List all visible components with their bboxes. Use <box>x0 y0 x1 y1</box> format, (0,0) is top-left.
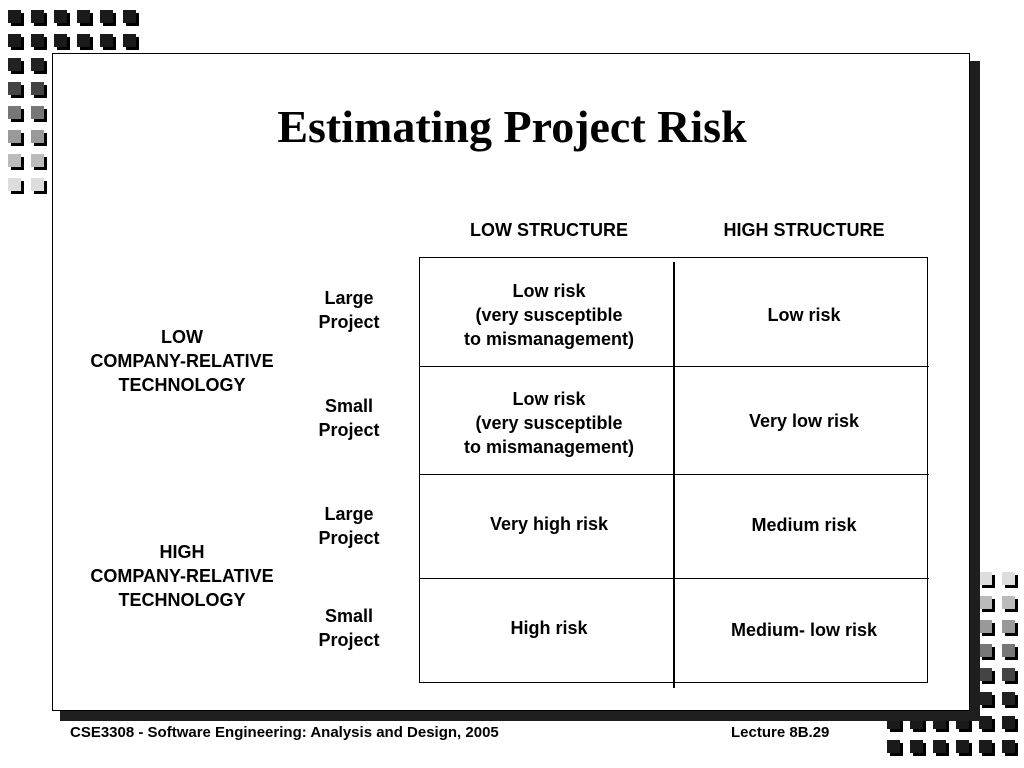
group-label-line: HIGH <box>159 542 205 562</box>
decorative-square <box>54 34 70 50</box>
decorative-square <box>910 740 926 756</box>
decorative-square <box>31 82 47 98</box>
decorative-square <box>979 644 995 660</box>
decorative-square <box>979 596 995 612</box>
decorative-square <box>979 740 995 756</box>
cell-low-structure-row-2: Low risk (very susceptible to mismanagem… <box>424 387 674 459</box>
decorative-square <box>1002 668 1018 684</box>
decorative-square <box>979 572 995 588</box>
row-label-line: Project <box>318 630 380 650</box>
row-label-large-project: Large Project <box>304 286 394 334</box>
row-label-small-project: Small Project <box>304 604 394 652</box>
row-label-line: Project <box>318 420 380 440</box>
cell-line: Medium risk <box>751 515 857 535</box>
slide-frame <box>52 53 970 711</box>
decorative-square <box>1002 572 1018 588</box>
row-label-line: Small <box>324 606 374 626</box>
decorative-square <box>8 82 24 98</box>
column-header-low-structure: LOW STRUCTURE <box>470 220 628 240</box>
cell-line: High risk <box>510 618 588 638</box>
decorative-square <box>31 154 47 170</box>
footer-lecture-number: Lecture 8B.29 <box>731 724 830 741</box>
group-label-line: LOW <box>161 327 203 347</box>
decorative-square <box>8 178 24 194</box>
decorative-square <box>1002 716 1018 732</box>
decorative-square <box>77 10 93 26</box>
decorative-square <box>8 130 24 146</box>
decorative-square <box>933 740 949 756</box>
cell-line: Low risk <box>767 305 841 325</box>
row-label-line: Large <box>324 504 374 524</box>
group-label-line: TECHNOLOGY <box>118 375 246 395</box>
page-title: Estimating Project Risk <box>277 101 747 152</box>
cell-line: Medium- low risk <box>730 620 878 640</box>
footer-course: CSE3308 - Software Engineering: Analysis… <box>70 724 499 741</box>
row-label-large-project: Large Project <box>304 502 394 550</box>
decorative-square <box>31 10 47 26</box>
cell-high-structure-row-3: Medium risk <box>679 513 929 537</box>
row-label-line: Small <box>324 396 374 416</box>
group-label-line: COMPANY-RELATIVE <box>90 351 274 371</box>
cell-high-structure-row-1: Low risk <box>679 303 929 327</box>
column-header-high-structure: HIGH STRUCTURE <box>723 220 885 240</box>
cell-line: (very susceptible <box>475 413 623 433</box>
decorative-square <box>8 106 24 122</box>
decorative-square <box>54 10 70 26</box>
row-label-small-project: Small Project <box>304 394 394 442</box>
row-label-line: Project <box>318 312 380 332</box>
decorative-square <box>77 34 93 50</box>
decorative-square <box>31 178 47 194</box>
cell-low-structure-row-3: Very high risk <box>424 512 674 536</box>
decorative-square <box>8 154 24 170</box>
decorative-square <box>1002 596 1018 612</box>
decorative-square <box>8 58 24 74</box>
decorative-square <box>100 34 116 50</box>
cell-high-structure-row-2: Very low risk <box>679 409 929 433</box>
decorative-square <box>979 620 995 636</box>
cell-line: (very susceptible <box>475 305 623 325</box>
decorative-square <box>123 10 139 26</box>
column-divider <box>673 262 675 688</box>
decorative-square <box>1002 740 1018 756</box>
row-label-line: Project <box>318 528 380 548</box>
group-label-low-technology: LOW COMPANY-RELATIVE TECHNOLOGY <box>67 325 297 397</box>
decorative-square <box>1002 620 1018 636</box>
decorative-square <box>1002 644 1018 660</box>
group-label-line: COMPANY-RELATIVE <box>90 566 274 586</box>
decorative-square <box>31 130 47 146</box>
decorative-square <box>123 34 139 50</box>
decorative-square <box>887 740 903 756</box>
decorative-square <box>1002 692 1018 708</box>
cell-line: to mismanagement) <box>463 329 635 349</box>
cell-line: Low risk <box>512 389 586 409</box>
cell-line: Very low risk <box>748 411 860 431</box>
group-label-high-technology: HIGH COMPANY-RELATIVE TECHNOLOGY <box>67 540 297 612</box>
group-label-line: TECHNOLOGY <box>118 590 246 610</box>
decorative-square <box>979 692 995 708</box>
cell-line: Very high risk <box>489 514 609 534</box>
cell-high-structure-row-4: Medium- low risk <box>679 618 929 642</box>
decorative-square <box>8 10 24 26</box>
cell-line: Low risk <box>512 281 586 301</box>
decorative-square <box>31 34 47 50</box>
cell-low-structure-row-1: Low risk (very susceptible to mismanagem… <box>424 279 674 351</box>
row-label-line: Large <box>324 288 374 308</box>
decorative-square <box>31 106 47 122</box>
cell-low-structure-row-4: High risk <box>424 616 674 640</box>
cell-line: to mismanagement) <box>463 437 635 457</box>
decorative-square <box>979 668 995 684</box>
decorative-square <box>956 740 972 756</box>
decorative-square <box>31 58 47 74</box>
decorative-square <box>100 10 116 26</box>
decorative-square <box>979 716 995 732</box>
decorative-square <box>8 34 24 50</box>
